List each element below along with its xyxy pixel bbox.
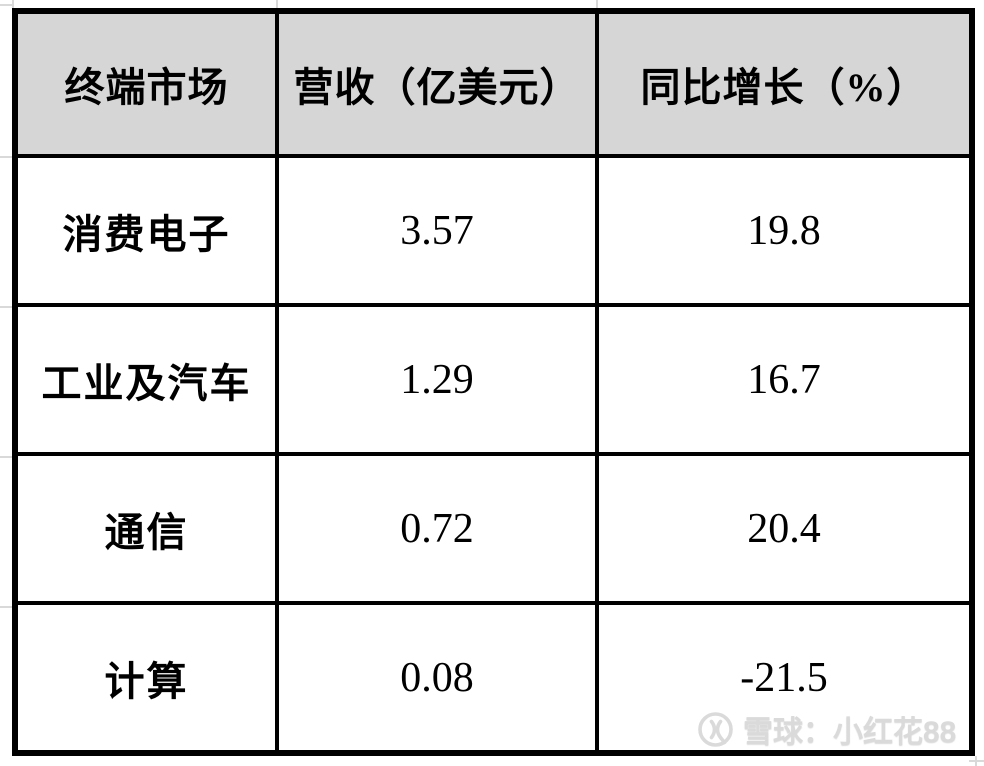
table-row-industrial-automotive: 工业及汽车 1.29 16.7	[13, 303, 974, 456]
gridline-left-row1	[0, 156, 12, 158]
market-label: 工业及汽车	[13, 303, 279, 456]
col-header-revenue: 营收（亿美元）	[275, 9, 599, 158]
revenue-value: 0.08	[275, 601, 599, 755]
gridline-tick-col0	[12, 0, 14, 8]
market-label: 计算	[13, 601, 279, 755]
gridline-left-row2	[0, 306, 12, 308]
yoy-value: 19.8	[595, 154, 974, 307]
table-row-consumer-electronics: 消费电子 3.57 19.8	[13, 154, 974, 307]
revenue-value: 3.57	[275, 154, 599, 307]
col-header-yoy-growth: 同比增长（%）	[595, 9, 974, 158]
yoy-value: 20.4	[595, 452, 974, 605]
col-header-market: 终端市场	[13, 9, 279, 158]
gridline-tick-col2	[596, 0, 598, 8]
yoy-value: 16.7	[595, 303, 974, 456]
revenue-value: 1.29	[275, 303, 599, 456]
market-revenue-table: 终端市场 营收（亿美元） 同比增长（%） 消费电子 3.57 19.8 工业及汽…	[12, 8, 975, 756]
gridline-tick-col1	[276, 0, 278, 8]
gridline-bottom-right-h	[969, 760, 984, 762]
gridline-left-row3	[0, 456, 12, 458]
yoy-value: -21.5	[595, 601, 974, 755]
gridline-top-left	[0, 4, 12, 6]
market-label: 消费电子	[13, 154, 279, 307]
gridline-left-row4	[0, 606, 12, 608]
table-row-communications: 通信 0.72 20.4	[13, 452, 974, 605]
header-row: 终端市场 营收（亿美元） 同比增长（%）	[13, 9, 974, 158]
revenue-value: 0.72	[275, 452, 599, 605]
market-label: 通信	[13, 452, 279, 605]
table-row-computing: 计算 0.08 -21.5	[13, 601, 974, 755]
